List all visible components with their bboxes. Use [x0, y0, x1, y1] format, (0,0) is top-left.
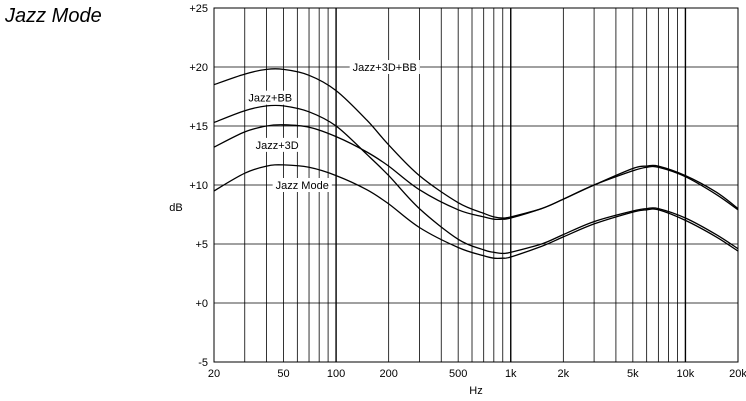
- y-tick-label: +20: [189, 62, 208, 74]
- curve-label-background: [252, 137, 302, 152]
- x-tick-label: 100: [327, 368, 345, 380]
- curve-label: Jazz+BB: [245, 90, 296, 105]
- y-axis-label: dB: [169, 202, 182, 214]
- series-line-jazz-bb: [213, 104, 739, 255]
- curve-label-background: [349, 60, 420, 74]
- curve-label-text: Jazz Mode: [276, 180, 329, 192]
- curve-label: Jazz+3D+BB: [349, 60, 420, 74]
- page-title: Jazz Mode: [5, 5, 102, 27]
- y-tick-label: +15: [189, 121, 208, 133]
- y-tick-label: +10: [189, 180, 208, 192]
- curve-label-background: [272, 178, 332, 192]
- y-tick-label: +0: [195, 298, 208, 310]
- x-tick-label: 5k: [627, 368, 639, 380]
- x-tick-label: 20: [208, 368, 220, 380]
- series-line-jazz-3d-bb: [213, 68, 739, 219]
- curve-label-text: Jazz+3D+BB: [353, 62, 417, 74]
- plot-frame: [213, 7, 739, 363]
- series-line-jazz-mode: [213, 164, 739, 260]
- series-line-jazz-3d: [213, 124, 739, 221]
- curve-labels: Jazz+3D+BB Jazz+BB Jazz+3D Jazz Mode: [245, 60, 420, 192]
- x-tick-label: 20k: [729, 368, 746, 380]
- curve-label: Jazz+3D: [252, 137, 302, 152]
- y-tick-label: -5: [198, 357, 208, 369]
- x-tick-label: 10k: [677, 368, 695, 380]
- y-tick-label: +25: [189, 3, 208, 15]
- x-tick-label: 500: [449, 368, 467, 380]
- x-tick-label: 1k: [505, 368, 517, 380]
- curve-label-text: Jazz+3D: [256, 140, 299, 152]
- x-tick-label: 2k: [558, 368, 570, 380]
- curve-label-text: Jazz+BB: [248, 93, 292, 105]
- x-tick-label: 200: [379, 368, 397, 380]
- x-axis-label: Hz: [469, 385, 482, 397]
- tick-labels: -5 +0 +5 +10 +15 +20 +25 20 50 100 200 500 1k 2k 5k 10k…: [189, 3, 746, 380]
- curves: [213, 68, 739, 260]
- y-tick-label: +5: [195, 239, 208, 251]
- x-tick-label: 50: [277, 368, 289, 380]
- curve-label: Jazz Mode: [272, 178, 332, 192]
- curve-label-background: [245, 90, 296, 105]
